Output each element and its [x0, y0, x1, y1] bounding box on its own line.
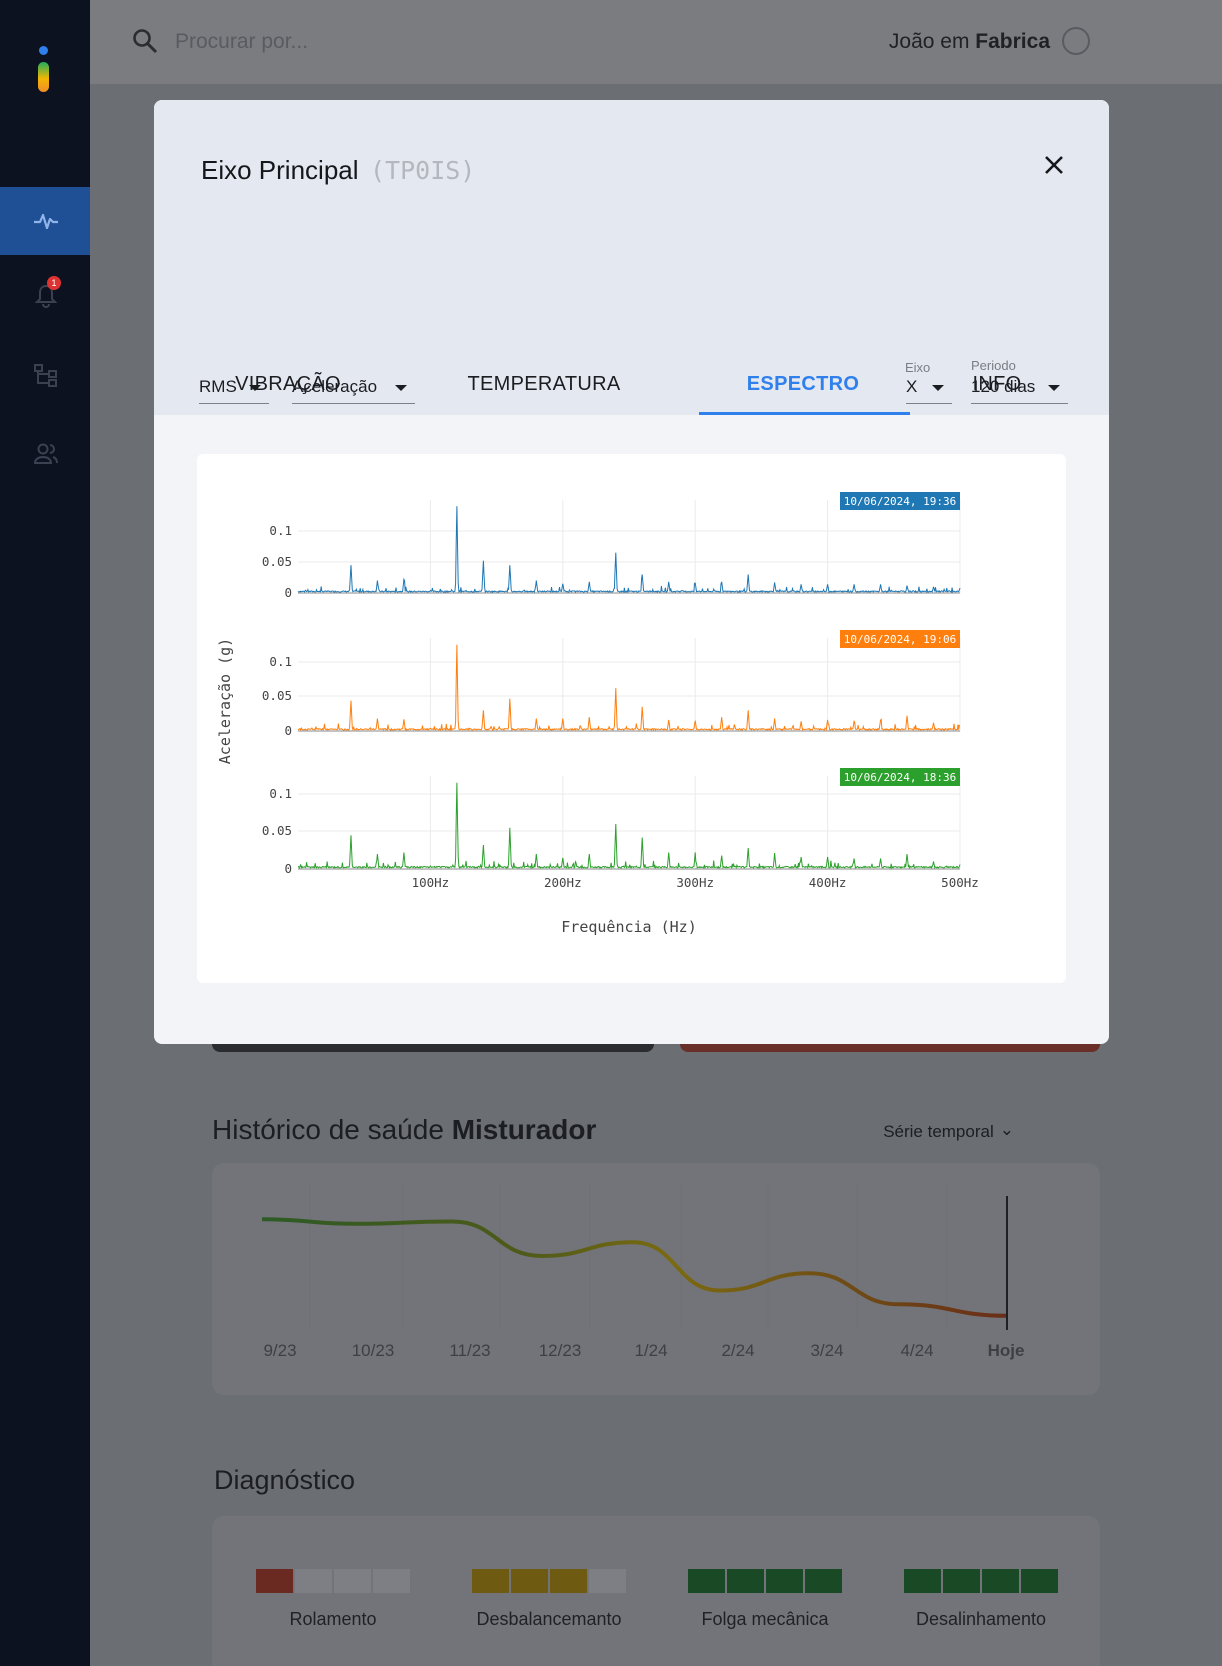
- modal-header: Eixo Principal (TP0IS): [154, 100, 1109, 315]
- period-select[interactable]: 120 dias: [971, 370, 1068, 404]
- y-tick-label: 0.05: [262, 688, 292, 703]
- sidebar-item-users[interactable]: [0, 420, 100, 488]
- y-tick-label: 0.05: [262, 554, 292, 569]
- diagnostic-label: Desbalancemanto: [476, 1609, 622, 1629]
- spectrum-line: [297, 506, 961, 594]
- sidebar-item-vibration[interactable]: [0, 187, 100, 255]
- y-tick-label: 0: [284, 723, 292, 738]
- diagnostic-level-bar: [685, 1569, 845, 1593]
- spectrum-line: [297, 782, 961, 870]
- y-tick-label: 0: [284, 585, 292, 600]
- timestamp-badge-label: 10/06/2024, 19:36: [844, 495, 957, 508]
- history-tick-label: Hoje: [987, 1341, 1025, 1360]
- diagnostic-level-bar: [253, 1569, 413, 1593]
- diagnostic-label: Rolamento: [289, 1609, 377, 1629]
- x-axis-label: Frequência (Hz): [561, 918, 696, 936]
- x-tick-label: 300Hz: [676, 875, 714, 890]
- topbar: Procurar por... João em Fabrica: [90, 0, 1222, 84]
- caret-down-icon: [249, 385, 261, 391]
- sidebar-item-alerts[interactable]: 1: [0, 262, 100, 330]
- users-icon: [33, 443, 58, 464]
- logo: [38, 46, 50, 92]
- diagnostic-item: Folga mecânica: [685, 1569, 845, 1630]
- user-location: Fabrica: [975, 30, 1050, 53]
- diagnostic-item: Rolamento: [253, 1569, 413, 1630]
- y-tick-label: 0.1: [269, 523, 292, 538]
- timestamp-badge: [840, 630, 960, 648]
- history-tick-label: 11/23: [449, 1341, 491, 1360]
- y-tick-label: 0: [284, 861, 292, 876]
- user-name: João em: [888, 30, 970, 53]
- x-tick-label: 500Hz: [941, 875, 979, 890]
- diagnostic-title: Diagnóstico: [214, 1465, 356, 1495]
- history-tick-label: 1/24: [634, 1341, 668, 1360]
- avatar-icon[interactable]: [1062, 27, 1090, 55]
- diagnostic-item: Desbalancemanto: [469, 1569, 629, 1630]
- diagnostic-level-bar: [469, 1569, 629, 1593]
- asset-code: (TP0IS): [370, 156, 476, 185]
- diagnostic-label: Folga mecânica: [701, 1609, 829, 1629]
- y-tick-label: 0.05: [262, 823, 292, 838]
- history-tick-label: 10/23: [351, 1341, 395, 1360]
- history-chart-card: [212, 1163, 1100, 1395]
- x-tick-label: 100Hz: [412, 875, 450, 890]
- period-select-label: Periodo: [971, 358, 1016, 373]
- diagnostic-item: Desalinhamento: [901, 1569, 1061, 1630]
- history-tick-label: 2/24: [721, 1341, 755, 1360]
- sidebar-item-hierarchy[interactable]: [0, 341, 100, 409]
- spectrum-chart: 0 0.05 0.1 10/06/2024, 19:36 0 0.05 0.1 10/06/2…: [216, 492, 979, 936]
- history-title: Histórico de saúde Misturador: [212, 1114, 597, 1145]
- hierarchy-icon: [34, 364, 57, 387]
- spectrum-modal: Eixo Principal (TP0IS) VIBRAÇÃO TEMPERAT…: [154, 100, 1109, 1044]
- series-select[interactable]: Série temporal ⌄: [883, 1120, 1014, 1141]
- tab-espectro[interactable]: ESPECTRO: [746, 373, 860, 395]
- modal-title: Eixo Principal: [201, 155, 359, 185]
- y-tick-label: 0.1: [269, 786, 292, 801]
- sidebar: 1: [0, 0, 100, 1666]
- vibration-icon: [34, 213, 58, 230]
- metric-select[interactable]: RMS: [199, 370, 269, 404]
- history-tick-label: 3/24: [810, 1341, 844, 1360]
- tab-vibracao[interactable]: VIBRAÇÃO: [235, 373, 341, 395]
- spectrum-chart-card: 0 0.05 0.1 10/06/2024, 19:36 0 0.05 0.1 10/06/2…: [197, 454, 1066, 983]
- y-axis-label: Aceleração (g): [216, 638, 234, 764]
- history-line: [261, 1217, 1008, 1318]
- caret-down-icon: [395, 385, 407, 391]
- tab-temperatura[interactable]: TEMPERATURA: [467, 373, 621, 395]
- diagnostic-label: Desalinhamento: [915, 1609, 1047, 1629]
- chevron-down-icon: ⌄: [999, 1120, 1014, 1139]
- close-icon[interactable]: [1039, 150, 1069, 180]
- active-tab-indicator: [699, 412, 910, 415]
- timestamp-badge-label: 10/06/2024, 18:36: [844, 771, 957, 784]
- user-info[interactable]: João em Fabrica: [889, 30, 1050, 54]
- timestamp-badge-label: 10/06/2024, 19:06: [844, 633, 957, 646]
- tab-info[interactable]: INFO: [972, 373, 1022, 395]
- search-input[interactable]: Procurar por...: [175, 30, 309, 53]
- y-tick-label: 0.1: [269, 654, 292, 669]
- x-tick-label: 400Hz: [809, 875, 847, 890]
- x-tick-label: 200Hz: [544, 875, 582, 890]
- caret-down-icon: [1048, 385, 1060, 391]
- modal-tabs: VIBRAÇÃO TEMPERATURA ESPECTRO INFO: [154, 315, 1109, 415]
- spectrum-line: [297, 644, 960, 732]
- quantity-select[interactable]: Aceleração: [292, 370, 415, 404]
- search-icon[interactable]: [132, 28, 158, 54]
- axis-select-label: Eixo: [905, 360, 931, 375]
- timestamp-badge: [840, 492, 960, 510]
- timestamp-badge: [840, 768, 960, 786]
- alert-count-badge: 1: [47, 276, 61, 290]
- axis-select[interactable]: X: [906, 370, 952, 404]
- history-tick-label: 4/24: [900, 1341, 934, 1360]
- history-tick-label: 12/23: [538, 1341, 582, 1360]
- history-tick-label: 9/23: [263, 1341, 297, 1360]
- caret-down-icon: [932, 385, 944, 391]
- diagnostic-level-bar: [901, 1569, 1061, 1593]
